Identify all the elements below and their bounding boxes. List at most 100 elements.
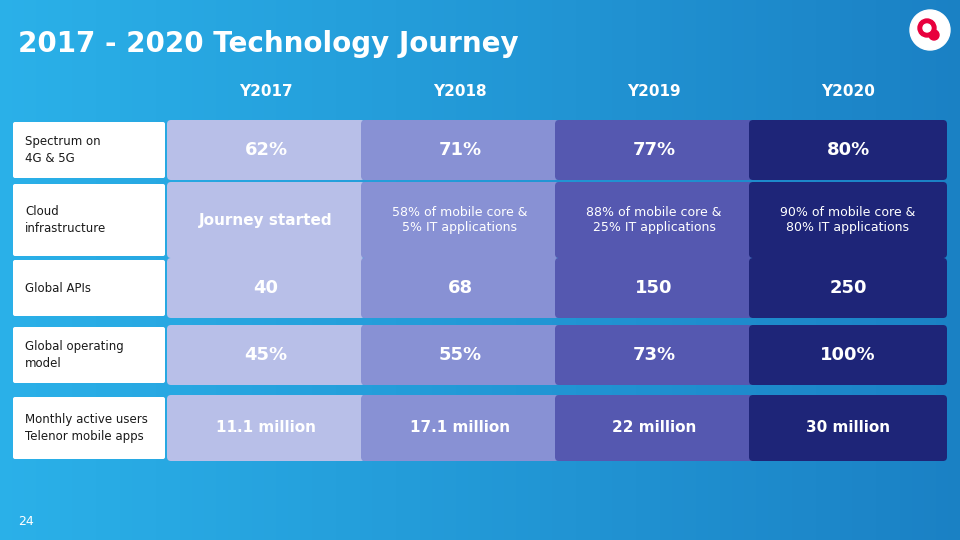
Text: Y2017: Y2017 <box>239 84 293 99</box>
Bar <box>576 0 589 540</box>
Bar <box>120 0 133 540</box>
Bar <box>312 0 325 540</box>
Text: 100%: 100% <box>820 346 876 364</box>
Bar <box>396 0 409 540</box>
Bar <box>660 0 673 540</box>
Text: 62%: 62% <box>245 141 288 159</box>
Circle shape <box>910 10 950 50</box>
Text: Global APIs: Global APIs <box>25 281 91 294</box>
Bar <box>864 0 877 540</box>
Bar <box>636 0 649 540</box>
FancyBboxPatch shape <box>749 325 947 385</box>
Text: 45%: 45% <box>245 346 288 364</box>
Bar <box>240 0 253 540</box>
Bar <box>564 0 577 540</box>
Bar <box>36 0 49 540</box>
FancyBboxPatch shape <box>555 258 753 318</box>
FancyBboxPatch shape <box>13 260 165 316</box>
Bar <box>108 0 121 540</box>
FancyBboxPatch shape <box>13 184 165 256</box>
Circle shape <box>918 19 936 37</box>
Bar <box>324 0 337 540</box>
FancyBboxPatch shape <box>13 327 165 383</box>
Text: Spectrum on
4G & 5G: Spectrum on 4G & 5G <box>25 135 101 165</box>
Bar <box>204 0 217 540</box>
Bar <box>276 0 289 540</box>
Text: 80%: 80% <box>827 141 870 159</box>
Bar <box>60 0 73 540</box>
FancyBboxPatch shape <box>167 182 365 258</box>
Bar <box>540 0 553 540</box>
Text: 150: 150 <box>636 279 673 297</box>
Bar <box>900 0 913 540</box>
Text: 40: 40 <box>253 279 278 297</box>
Text: Y2018: Y2018 <box>433 84 487 99</box>
Text: 24: 24 <box>18 515 34 528</box>
Text: 77%: 77% <box>633 141 676 159</box>
Bar <box>372 0 385 540</box>
Bar <box>840 0 853 540</box>
Text: Y2020: Y2020 <box>821 84 875 99</box>
Bar <box>804 0 817 540</box>
Bar <box>456 0 469 540</box>
Text: 71%: 71% <box>439 141 482 159</box>
Bar <box>408 0 421 540</box>
Bar <box>696 0 709 540</box>
Bar <box>708 0 721 540</box>
Text: Monthly active users
Telenor mobile apps: Monthly active users Telenor mobile apps <box>25 413 148 443</box>
Bar <box>12 0 25 540</box>
FancyBboxPatch shape <box>749 395 947 461</box>
FancyBboxPatch shape <box>555 120 753 180</box>
Bar <box>948 0 960 540</box>
FancyBboxPatch shape <box>13 397 165 459</box>
Bar <box>924 0 937 540</box>
Bar <box>156 0 169 540</box>
Bar <box>348 0 361 540</box>
Bar <box>0 0 13 540</box>
Bar <box>492 0 505 540</box>
Bar <box>876 0 889 540</box>
Bar <box>912 0 925 540</box>
Bar <box>720 0 733 540</box>
FancyBboxPatch shape <box>167 258 365 318</box>
Bar <box>468 0 481 540</box>
Bar <box>648 0 661 540</box>
Bar <box>48 0 61 540</box>
Bar <box>552 0 565 540</box>
Bar <box>432 0 445 540</box>
Bar <box>756 0 769 540</box>
Bar <box>84 0 97 540</box>
Bar <box>96 0 109 540</box>
Text: 250: 250 <box>829 279 867 297</box>
Bar <box>144 0 157 540</box>
FancyBboxPatch shape <box>167 395 365 461</box>
Bar <box>768 0 781 540</box>
Bar <box>192 0 205 540</box>
Bar <box>732 0 745 540</box>
Bar <box>744 0 757 540</box>
Text: 11.1 million: 11.1 million <box>216 421 316 435</box>
Circle shape <box>923 24 931 32</box>
Bar <box>516 0 529 540</box>
Bar <box>816 0 829 540</box>
Bar <box>792 0 805 540</box>
Bar <box>300 0 313 540</box>
Bar <box>24 0 37 540</box>
FancyBboxPatch shape <box>361 182 559 258</box>
Bar <box>684 0 697 540</box>
FancyBboxPatch shape <box>361 395 559 461</box>
Bar <box>828 0 841 540</box>
Bar <box>132 0 145 540</box>
Bar <box>480 0 493 540</box>
Text: 2017 - 2020 Technology Journey: 2017 - 2020 Technology Journey <box>18 30 518 58</box>
Bar <box>624 0 637 540</box>
Bar <box>672 0 685 540</box>
Text: 17.1 million: 17.1 million <box>410 421 510 435</box>
Text: Journey started: Journey started <box>199 213 333 227</box>
Text: 73%: 73% <box>633 346 676 364</box>
Bar <box>252 0 265 540</box>
Text: 68: 68 <box>447 279 472 297</box>
Bar <box>780 0 793 540</box>
Text: Cloud
infrastructure: Cloud infrastructure <box>25 205 107 235</box>
Bar <box>72 0 85 540</box>
